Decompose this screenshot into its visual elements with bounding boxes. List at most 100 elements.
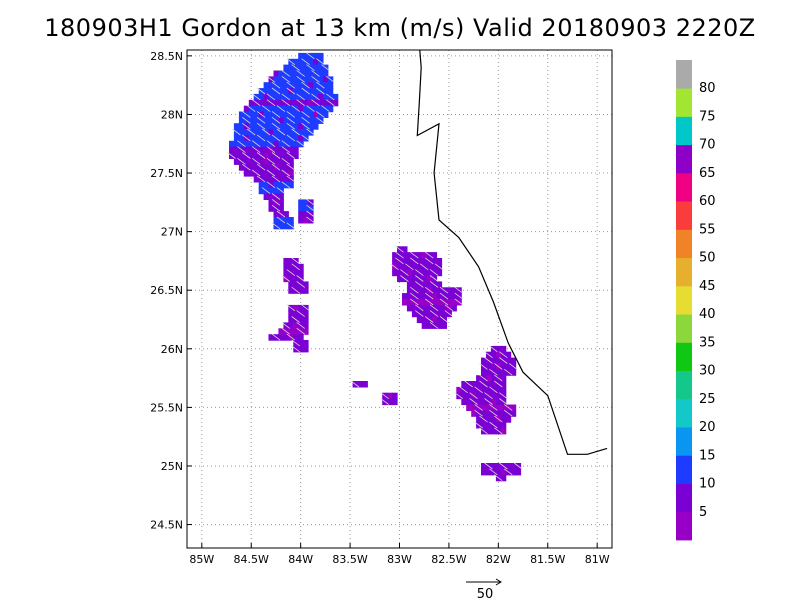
wind-cell [461,392,467,400]
wind-cell [397,263,403,271]
wind-arrow [484,357,493,364]
wind-cell [436,258,443,265]
wind-cell [243,146,250,154]
wind-cell [283,117,289,124]
wind-cell [288,287,294,294]
wind-arrow [242,134,251,142]
wind-cell [303,322,309,329]
wind-cell [313,82,319,89]
colorbar-segment [676,427,692,456]
wind-cell [436,281,443,288]
wind-cell [387,392,393,400]
wind-arrow [286,152,296,159]
wind-cell [268,187,274,195]
reference-vector-label: 50 [477,587,494,600]
wind-cell [293,58,299,66]
wind-cell [293,70,299,77]
lon-tick-label: 83W [387,553,412,566]
wind-cell [238,117,245,124]
wind-arrow [395,257,404,265]
wind-arrow [464,380,473,388]
wind-arrow [494,380,503,388]
wind-cell [303,316,309,324]
wind-cell [288,99,294,107]
wind-cell [238,111,245,118]
wind-arrow [444,310,454,317]
wind-arrow [311,75,320,83]
wind-cell [293,152,299,159]
wind-cell [486,410,492,417]
wind-cell [421,310,428,318]
wind-cell [248,164,255,171]
lat-tick-label: 25.5N [150,401,183,414]
wind-cell [308,93,314,101]
wind-cell [471,410,477,417]
wind-cell [273,158,279,165]
wind-cell [273,105,279,113]
wind-cell [357,381,363,388]
wind-cell [441,310,447,318]
wind-arrow [513,462,523,470]
wind-cell [253,176,260,183]
wind-arrow [237,140,246,148]
wind-cell [505,363,512,370]
wind-arrow [415,304,424,312]
wind-cell [500,416,507,423]
lon-tick-label: 82.5W [431,553,466,566]
wind-arrow [271,81,281,89]
wind-arrow [494,474,503,482]
wind-arrow [316,81,325,89]
wind-arrow [271,152,281,159]
wind-arrow [286,134,296,142]
wind-cell [436,310,443,318]
wind-arrow [281,181,291,189]
lon-tick-label: 83.5W [332,553,367,566]
wind-cell [288,140,294,148]
wind-arrow [311,70,320,77]
wind-arrow [306,64,315,71]
wind-cell [510,463,517,470]
wind-arrow [316,111,325,118]
wind-cell [248,111,255,118]
wind-cell [481,410,487,417]
wind-cell [303,217,309,224]
wind-cell [476,375,482,382]
wind-cell [426,275,433,283]
wind-arrow [306,216,315,224]
wind-cell [495,398,502,406]
wind-cell [471,386,477,394]
wind-cell [431,287,438,294]
wind-arrow [281,75,291,83]
wind-cell [303,52,309,60]
wind-cell [283,263,289,271]
wind-cell [298,111,304,118]
wind-arrow [410,286,419,294]
wind-cell [278,93,284,101]
wind-cell [436,269,443,277]
wind-arrow [434,263,444,271]
wind-arrow [296,310,305,317]
wind-arrow [474,409,483,417]
wind-cell [283,111,289,118]
wind-cell [253,111,260,118]
wind-arrow [286,58,296,66]
wind-cell [273,93,279,101]
wind-cell [293,76,299,83]
wind-cell [322,76,329,83]
colorbar-label: 60 [699,194,716,209]
colorbar-label: 10 [699,477,716,492]
wind-cell [293,140,299,148]
wind-cell [476,381,482,388]
wind-cell [318,99,324,107]
wind-cell [243,140,250,148]
wind-arrow [459,386,468,394]
wind-cell [233,152,240,159]
wind-cell [258,129,265,136]
wind-cell [436,293,443,300]
wind-cell [293,123,299,130]
wind-arrow [508,363,518,370]
wind-cell [268,105,274,113]
wind-cell [233,158,240,165]
wind-arrow [429,275,439,282]
colorbar-segment [676,285,692,315]
